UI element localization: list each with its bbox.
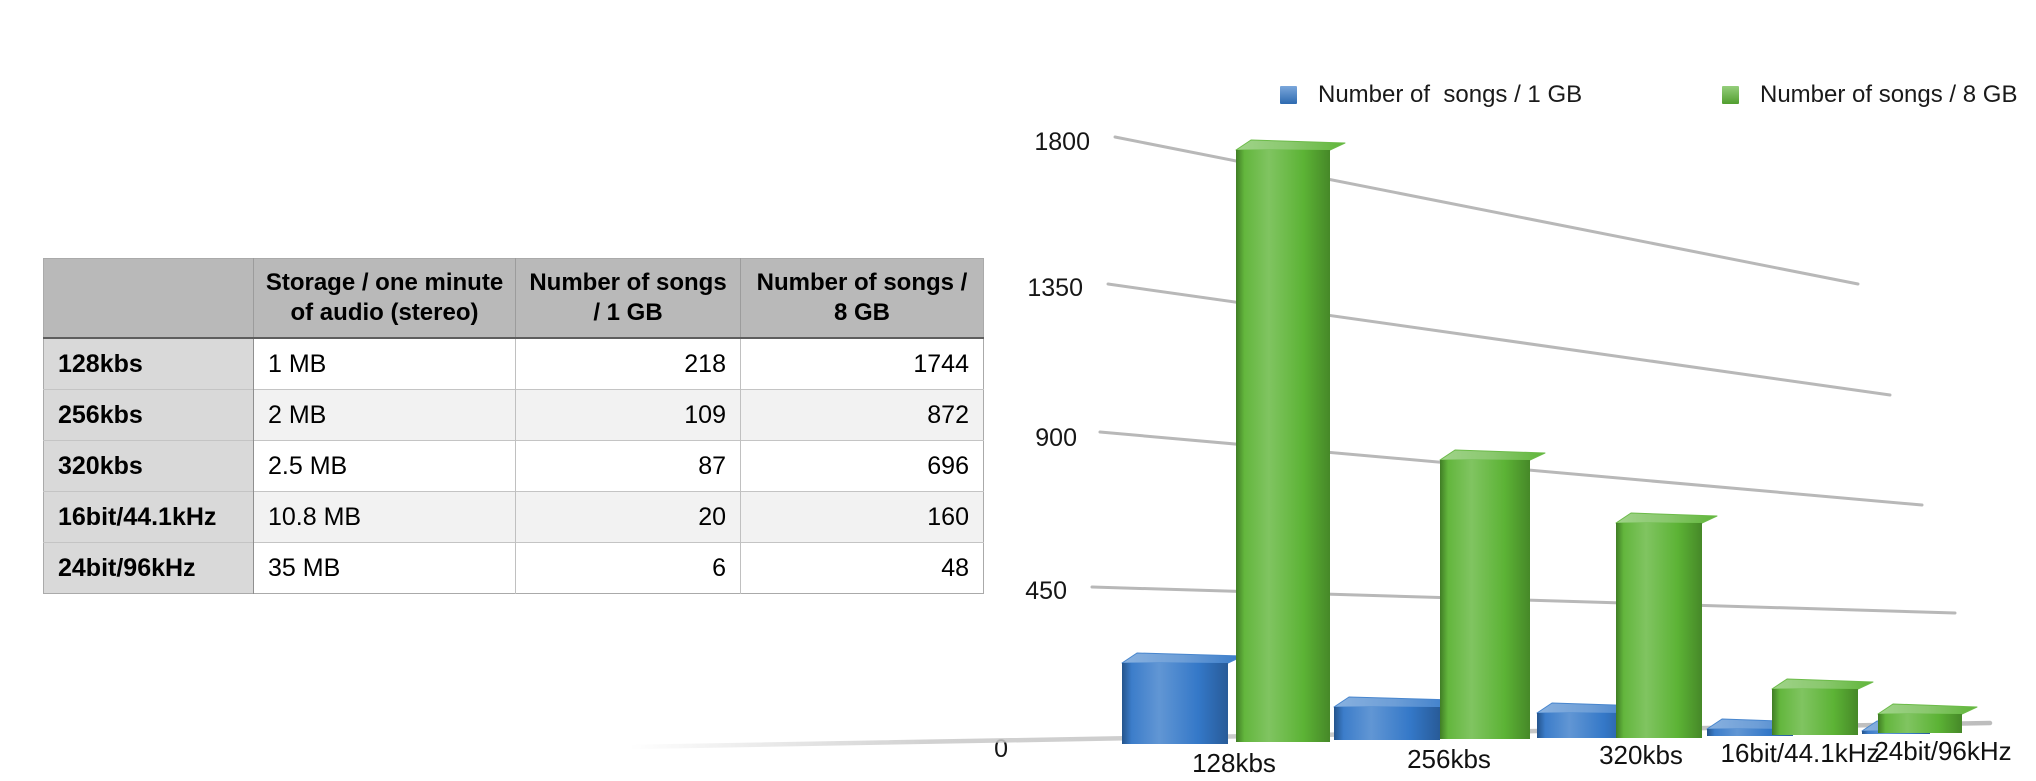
cell-per-8gb: 696 (740, 440, 984, 492)
x-axis-label: 24bit/96kHz (1874, 736, 2011, 766)
y-axis-tick: 1800 (1034, 128, 1090, 156)
row-label: 128kbs (43, 337, 254, 390)
header-songs-8gb: Number of songs / 8 GB (740, 258, 984, 339)
y-axis-tick: 450 (1025, 577, 1067, 605)
legend-swatch-green-icon (1722, 86, 1739, 104)
cell-per-8gb: 1744 (740, 337, 984, 390)
bar-songs-1gb-128kbs (1121, 652, 1244, 744)
bar-songs-1gb-256kbs (1333, 696, 1456, 740)
audio-storage-table: Storage / one minute of audio (stereo) N… (43, 258, 984, 594)
bar-songs-8gb-24bit/96kHz (1877, 703, 1978, 733)
cell-per-1gb: 20 (515, 491, 741, 543)
cell-per-8gb: 48 (740, 542, 984, 594)
table-row: 128kbs 1 MB 218 1744 (43, 337, 984, 390)
table-row: 24bit/96kHz 35 MB 6 48 (43, 542, 984, 594)
bar-songs-8gb-128kbs (1235, 139, 1346, 742)
y-axis-tick: 900 (1035, 424, 1077, 452)
legend-item-songs-1gb: Number of songs / 1 GB (1280, 81, 1583, 108)
x-axis-label: 128kbs (1192, 748, 1276, 778)
legend-label-songs-1gb: Number of songs / 1 GB (1318, 81, 1583, 108)
cell-per-1gb: 218 (515, 337, 741, 390)
legend-label-songs-8gb: Number of songs / 8 GB (1760, 81, 2018, 108)
legend-swatch-blue-icon (1280, 86, 1297, 104)
row-label: 16bit/44.1kHz (43, 491, 254, 543)
header-songs-1gb: Number of songs / 1 GB (515, 258, 741, 339)
x-axis-label: 16bit/44.1kHz (1721, 738, 1880, 768)
bar-songs-8gb-320kbs (1615, 512, 1718, 738)
cell-storage: 2 MB (253, 389, 516, 441)
cell-per-1gb: 87 (515, 440, 741, 492)
bar-songs-8gb-16bit/44.1kHz (1771, 678, 1874, 735)
row-label: 320kbs (43, 440, 254, 492)
cell-per-1gb: 6 (515, 542, 741, 594)
cell-storage: 2.5 MB (253, 440, 516, 492)
y-axis-tick: 1350 (1027, 274, 1083, 302)
header-blank (43, 258, 254, 339)
table-row: 320kbs 2.5 MB 87 696 (43, 440, 984, 492)
x-axis-label: 256kbs (1407, 744, 1491, 774)
cell-per-1gb: 109 (515, 389, 741, 441)
cell-per-8gb: 872 (740, 389, 984, 441)
cell-storage: 35 MB (253, 542, 516, 594)
row-label: 256kbs (43, 389, 254, 441)
x-axis-label: 320kbs (1599, 740, 1683, 770)
table-header-row: Storage / one minute of audio (stereo) N… (43, 258, 984, 339)
cell-storage: 1 MB (253, 337, 516, 390)
legend-item-songs-8gb: Number of songs / 8 GB (1722, 81, 2018, 108)
bar-songs-8gb-256kbs (1439, 449, 1546, 739)
table-row: 256kbs 2 MB 109 872 (43, 389, 984, 441)
header-storage: Storage / one minute of audio (stereo) (253, 258, 516, 339)
cell-per-8gb: 160 (740, 491, 984, 543)
cell-storage: 10.8 MB (253, 491, 516, 543)
row-label: 24bit/96kHz (43, 542, 254, 594)
table-row: 16bit/44.1kHz 10.8 MB 20 160 (43, 491, 984, 543)
